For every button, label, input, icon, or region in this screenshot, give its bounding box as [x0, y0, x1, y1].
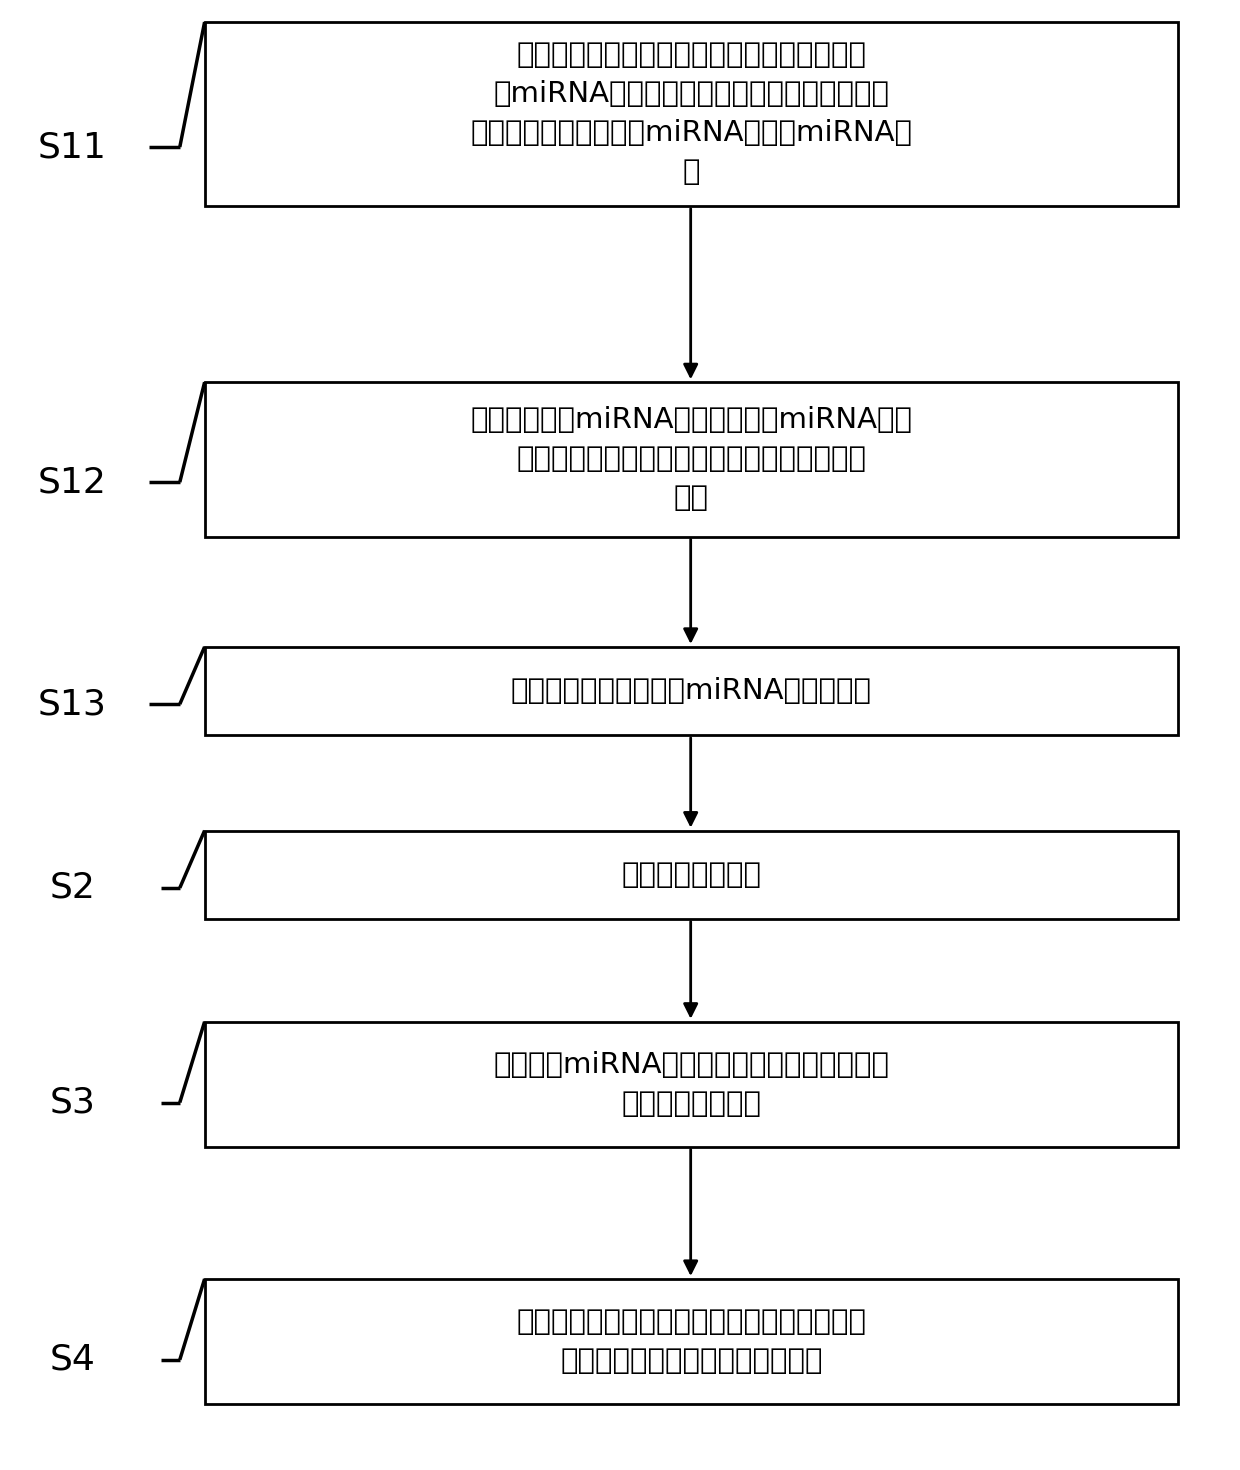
Text: 计算所述miRNA功能类信息与所述疾病类别信
息之间的类间距离: 计算所述miRNA功能类信息与所述疾病类别信 息之间的类间距离	[494, 1051, 889, 1117]
Text: 根据所述距离矩阵构建miRNA功能类信息: 根据所述距离矩阵构建miRNA功能类信息	[511, 676, 872, 706]
Bar	[205, 382, 1178, 537]
Bar	[205, 1022, 1178, 1147]
Text: S11: S11	[37, 129, 107, 165]
Bar	[205, 831, 1178, 919]
Bar	[205, 22, 1178, 206]
Text: S3: S3	[50, 1085, 95, 1120]
Text: 根据所述类间距离构建复合网络，并生成与所
述目标疾病相对应的疾病关系信息: 根据所述类间距离构建复合网络，并生成与所 述目标疾病相对应的疾病关系信息	[516, 1308, 867, 1374]
Text: 计算患有目标疾病的患者和正常对照人群的每
个miRNA表达间的表达差异，并根据所述表达
差异筛选出包含有特征miRNA的特征miRNA集
合: 计算患有目标疾病的患者和正常对照人群的每 个miRNA表达间的表达差异，并根据所…	[470, 41, 913, 187]
Text: 获取疾病类别信息: 获取疾病类别信息	[621, 860, 761, 889]
Bar	[205, 647, 1178, 735]
Text: S12: S12	[37, 465, 107, 500]
Bar	[205, 1279, 1178, 1404]
Text: 计算所述特征miRNA集合中的特征miRNA间的
序列相似性和靶基因集合的相似性，得出距离
矩阵: 计算所述特征miRNA集合中的特征miRNA间的 序列相似性和靶基因集合的相似性…	[470, 406, 913, 513]
Text: S13: S13	[37, 686, 107, 722]
Text: S4: S4	[50, 1342, 95, 1377]
Text: S2: S2	[50, 870, 95, 906]
